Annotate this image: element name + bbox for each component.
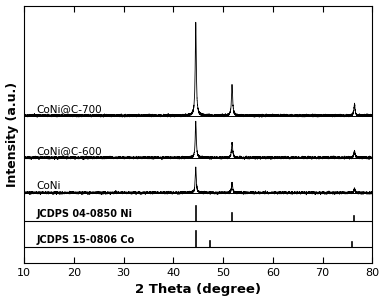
Text: CoNi@C-700: CoNi@C-700 [37, 104, 102, 114]
Text: JCDPS 04-0850 Ni: JCDPS 04-0850 Ni [37, 209, 132, 219]
Text: CoNi@C-600: CoNi@C-600 [37, 146, 102, 156]
Text: JCDPS 15-0806 Co: JCDPS 15-0806 Co [37, 235, 135, 245]
X-axis label: 2 Theta (degree): 2 Theta (degree) [135, 284, 261, 297]
Text: CoNi: CoNi [37, 181, 61, 191]
Y-axis label: Intensity (a.u.): Intensity (a.u.) [5, 82, 18, 187]
